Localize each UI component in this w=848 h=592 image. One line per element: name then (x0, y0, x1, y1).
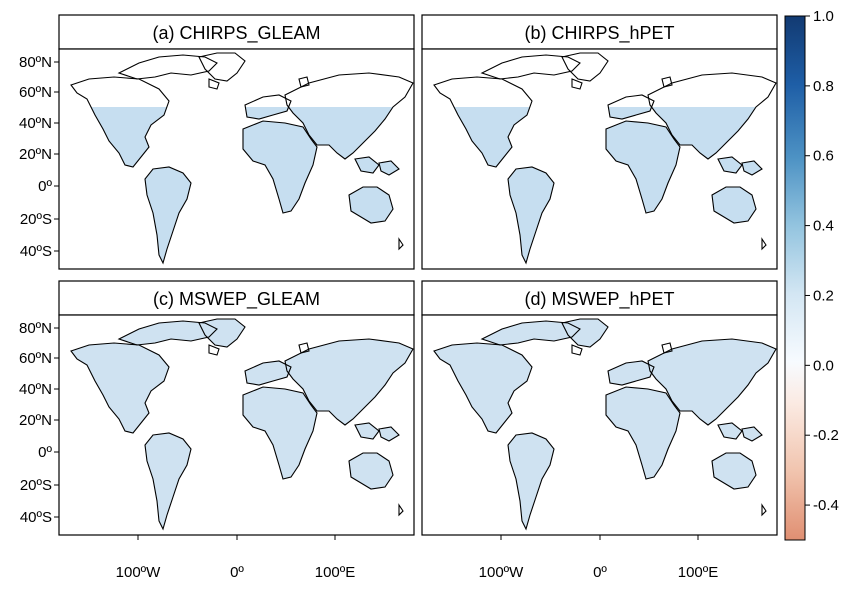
panel-title-strip (421, 280, 778, 316)
colorbar-tick-label: 0.6 (813, 148, 834, 165)
map-area (433, 52, 777, 264)
panel-c: (c) MSWEP_GLEAM 80ºN 60ºN 40ºN 20ºN 0º 20ºS 40º… (19, 280, 415, 581)
colorbar-tick-label: -0.2 (813, 427, 839, 444)
x-tick-label: 100ºE (678, 564, 719, 581)
y-tick-label: 40ºN (19, 381, 52, 398)
y-tick-label: 40ºN (19, 115, 52, 132)
panel-title: (b) CHIRPS_hPET (524, 23, 674, 44)
y-tick-label: 0º (38, 178, 52, 195)
colorbar-tick-label: -0.4 (813, 497, 839, 514)
x-tick-label: 100ºW (479, 564, 525, 581)
y-tick-label: 40ºS (20, 243, 52, 260)
panel-b: (b) CHIRPS_hPET (421, 14, 778, 270)
y-tick-label: 0º (38, 444, 52, 461)
panel-title-strip (421, 14, 778, 50)
panel-title-strip (58, 280, 415, 316)
y-tick-label: 60ºN (19, 84, 52, 101)
y-tick-label: 20ºS (20, 477, 52, 494)
colorbar: 1.0 0.8 0.6 0.4 0.2 0.0 -0.2 -0.4 (784, 8, 839, 541)
x-tick-label: 0º (593, 564, 607, 581)
x-tick-label: 100ºW (116, 564, 162, 581)
panel-title-strip (58, 14, 415, 50)
y-tick-label: 20ºS (20, 211, 52, 228)
y-tick-label: 40ºS (20, 509, 52, 526)
x-tick-label: 0º (230, 564, 244, 581)
x-tick-label: 100ºE (315, 564, 356, 581)
y-tick-label: 20ºN (19, 412, 52, 429)
colorbar-ramp (784, 15, 806, 541)
y-tick-label: 80ºN (19, 320, 52, 337)
y-tick-label: 60ºN (19, 350, 52, 367)
colorbar-tick-label: 0.4 (813, 218, 834, 235)
colorbar-tick-label: 1.0 (813, 8, 834, 25)
panel-d: (d) MSWEP_hPET 100ºW 0º 100ºE (421, 280, 778, 581)
y-tick-label: 20ºN (19, 146, 52, 163)
panel-title: (c) MSWEP_GLEAM (153, 289, 320, 310)
panel-title: (d) MSWEP_hPET (524, 289, 674, 310)
panel-title: (a) CHIRPS_GLEAM (152, 23, 320, 44)
y-tick-label: 80ºN (19, 54, 52, 71)
colorbar-tick-label: 0.2 (813, 287, 834, 304)
panel-a: (a) CHIRPS_GLEAM 80ºN 60ºN 40ºN 20ºN 0º 20ºS 40… (19, 14, 415, 270)
colorbar-tick-label: 0.0 (813, 357, 834, 374)
colorbar-tick-label: 0.8 (813, 78, 834, 95)
